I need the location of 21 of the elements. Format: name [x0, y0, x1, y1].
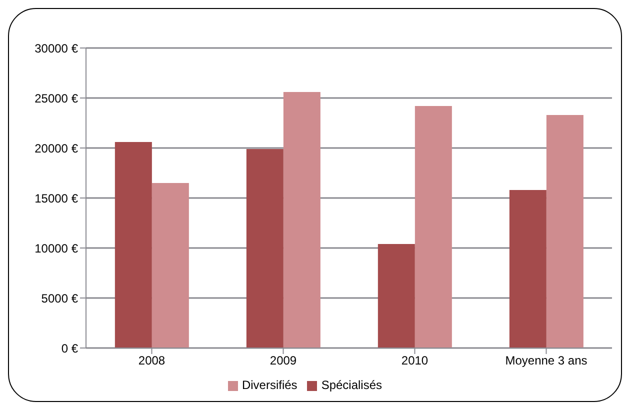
y-tick-label: 30000 € [34, 41, 78, 56]
bar [283, 92, 320, 348]
bar [114, 142, 152, 348]
bar [509, 190, 546, 348]
bar [414, 106, 452, 348]
bar [378, 244, 415, 348]
x-tick-label: 2009 [270, 354, 297, 368]
x-tick-label: 2008 [138, 354, 166, 368]
y-tick-label: 20000 € [34, 141, 78, 156]
y-tick-label: 10000 € [34, 241, 78, 256]
y-tick-label: 15000 € [34, 191, 78, 206]
legend-label: Spécialisés [321, 378, 382, 392]
bar [246, 149, 284, 348]
bar [546, 115, 584, 348]
bar [152, 183, 189, 348]
x-tick-label: 2010 [401, 354, 428, 368]
y-tick-label: 25000 € [34, 91, 78, 106]
y-tick-label: 0 € [61, 341, 78, 356]
legend-label: Diversifiés [242, 378, 298, 392]
x-tick-label: Moyenne 3 ans [505, 354, 588, 368]
y-tick-label: 5000 € [41, 291, 78, 306]
